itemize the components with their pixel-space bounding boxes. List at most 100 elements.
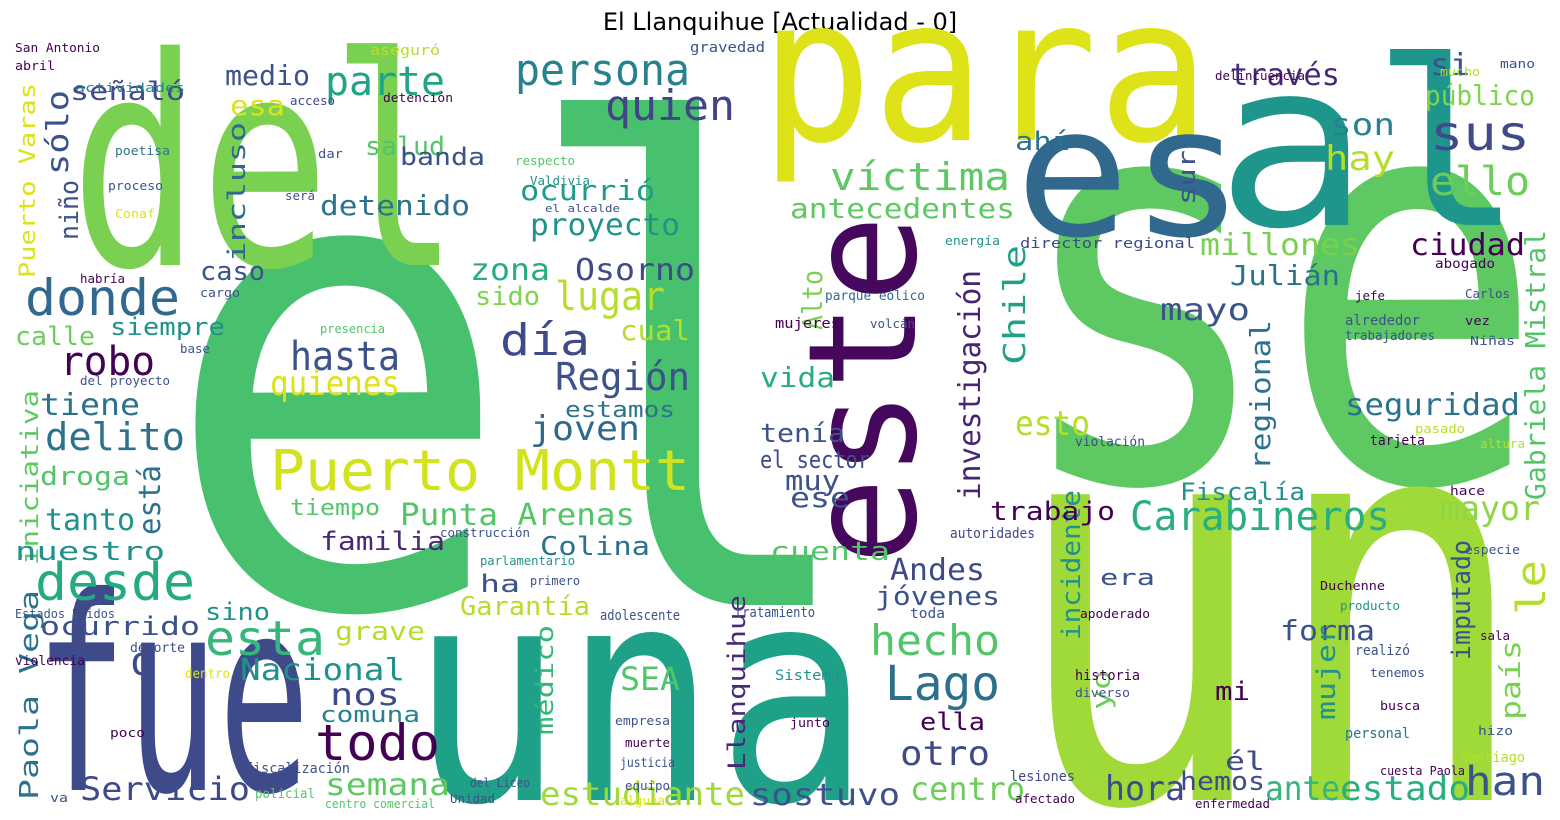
word: poco — [110, 726, 145, 740]
word: Región — [555, 355, 690, 399]
word: Garantía — [460, 592, 590, 622]
word: esa — [230, 89, 285, 122]
word: donde — [25, 269, 180, 327]
word: al — [1215, 13, 1525, 280]
word: cuesta Paola — [1380, 764, 1465, 778]
word: cual — [620, 314, 690, 347]
word: personal — [1345, 726, 1410, 742]
word: mayor — [1440, 489, 1540, 529]
word: tanto — [45, 503, 135, 538]
word: del proyecto — [80, 374, 170, 388]
word: abril — [15, 59, 55, 73]
word: Sistema — [775, 668, 840, 684]
word: ocurrió — [520, 174, 655, 207]
word: alrededor — [1345, 313, 1420, 329]
word: para — [760, 0, 1210, 188]
word: Alto — [796, 270, 829, 330]
word: través — [1230, 58, 1340, 93]
word: el — [160, 0, 870, 761]
word: será — [285, 189, 315, 203]
word: Julián — [1230, 259, 1340, 292]
word: país — [1494, 640, 1527, 720]
word: adolescente — [600, 608, 680, 624]
word: Carabineros — [1130, 494, 1390, 540]
word: está — [133, 465, 168, 535]
word: Paola Vega — [15, 590, 45, 800]
word: siempre — [110, 313, 225, 341]
word: parlamentario — [480, 554, 575, 568]
word: Punta Arenas — [400, 498, 635, 533]
word: todo — [315, 714, 440, 772]
word: junto — [790, 716, 830, 730]
word: proyecto — [530, 208, 680, 243]
word: otro — [900, 734, 990, 774]
word: esto — [1015, 404, 1090, 444]
word: millones — [1200, 228, 1360, 263]
word: incidente — [1057, 490, 1087, 640]
word: hay — [1325, 139, 1395, 179]
word: va — [50, 791, 68, 805]
word: una — [410, 522, 870, 820]
word: lugar — [555, 274, 665, 320]
word: historia — [1075, 668, 1140, 684]
word: hace — [1450, 484, 1485, 498]
word: Valdivia — [530, 174, 590, 188]
word: antecedentes — [790, 192, 1015, 225]
word: caso — [200, 257, 265, 287]
word: mujeres — [775, 316, 840, 332]
word: del — [70, 0, 460, 334]
word: día — [500, 315, 590, 366]
word: base — [180, 342, 210, 356]
word: primero — [530, 574, 580, 588]
word: ocurrido — [40, 612, 200, 642]
word: muerte — [625, 736, 670, 750]
word: estado — [1340, 769, 1470, 809]
word: vida — [760, 361, 835, 394]
word: público — [1425, 79, 1535, 112]
word: mayo — [1160, 293, 1250, 328]
word: busca — [1380, 699, 1420, 713]
word: incluso — [223, 122, 251, 262]
word: familia — [320, 527, 445, 557]
word: dar — [318, 147, 343, 161]
word: Osorno — [575, 253, 695, 288]
word: Conaf — [115, 207, 155, 221]
word: yo — [1087, 670, 1117, 710]
word: salud — [365, 132, 445, 162]
word: alguna — [620, 794, 665, 808]
word: o — [130, 639, 155, 685]
word: parte — [325, 59, 445, 105]
word: estudiante — [540, 775, 745, 813]
word: quien — [605, 81, 735, 130]
word: hizo — [1478, 724, 1513, 738]
word: muy — [785, 464, 840, 497]
word: actividades — [75, 81, 185, 95]
word: esta — [205, 611, 325, 667]
word: deporte — [130, 641, 185, 656]
word: poetisa — [115, 144, 170, 158]
word: del Liceo — [470, 776, 530, 790]
word: trabajo — [990, 497, 1115, 527]
word: mucho — [1440, 65, 1480, 79]
word: cuenta — [770, 537, 890, 567]
word: investigación — [953, 270, 988, 500]
word: joven — [530, 409, 640, 449]
word: construcción — [440, 526, 530, 540]
word: seguridad — [1345, 388, 1520, 423]
word: proceso — [108, 179, 163, 193]
word: ahí — [1015, 127, 1070, 157]
word: calle — [15, 322, 95, 352]
word: trabajadores — [1345, 329, 1435, 344]
word: presencia — [320, 322, 385, 336]
word: ante — [1265, 769, 1340, 809]
word: habría — [80, 272, 125, 286]
word: han — [1465, 759, 1545, 805]
word: hora — [1105, 769, 1185, 809]
word: delito — [45, 415, 185, 459]
word: hemos — [1180, 767, 1265, 797]
word: abogado — [1435, 257, 1495, 272]
word: señaló — [70, 77, 185, 107]
word: si — [1430, 48, 1470, 83]
word: dentro — [185, 667, 230, 682]
